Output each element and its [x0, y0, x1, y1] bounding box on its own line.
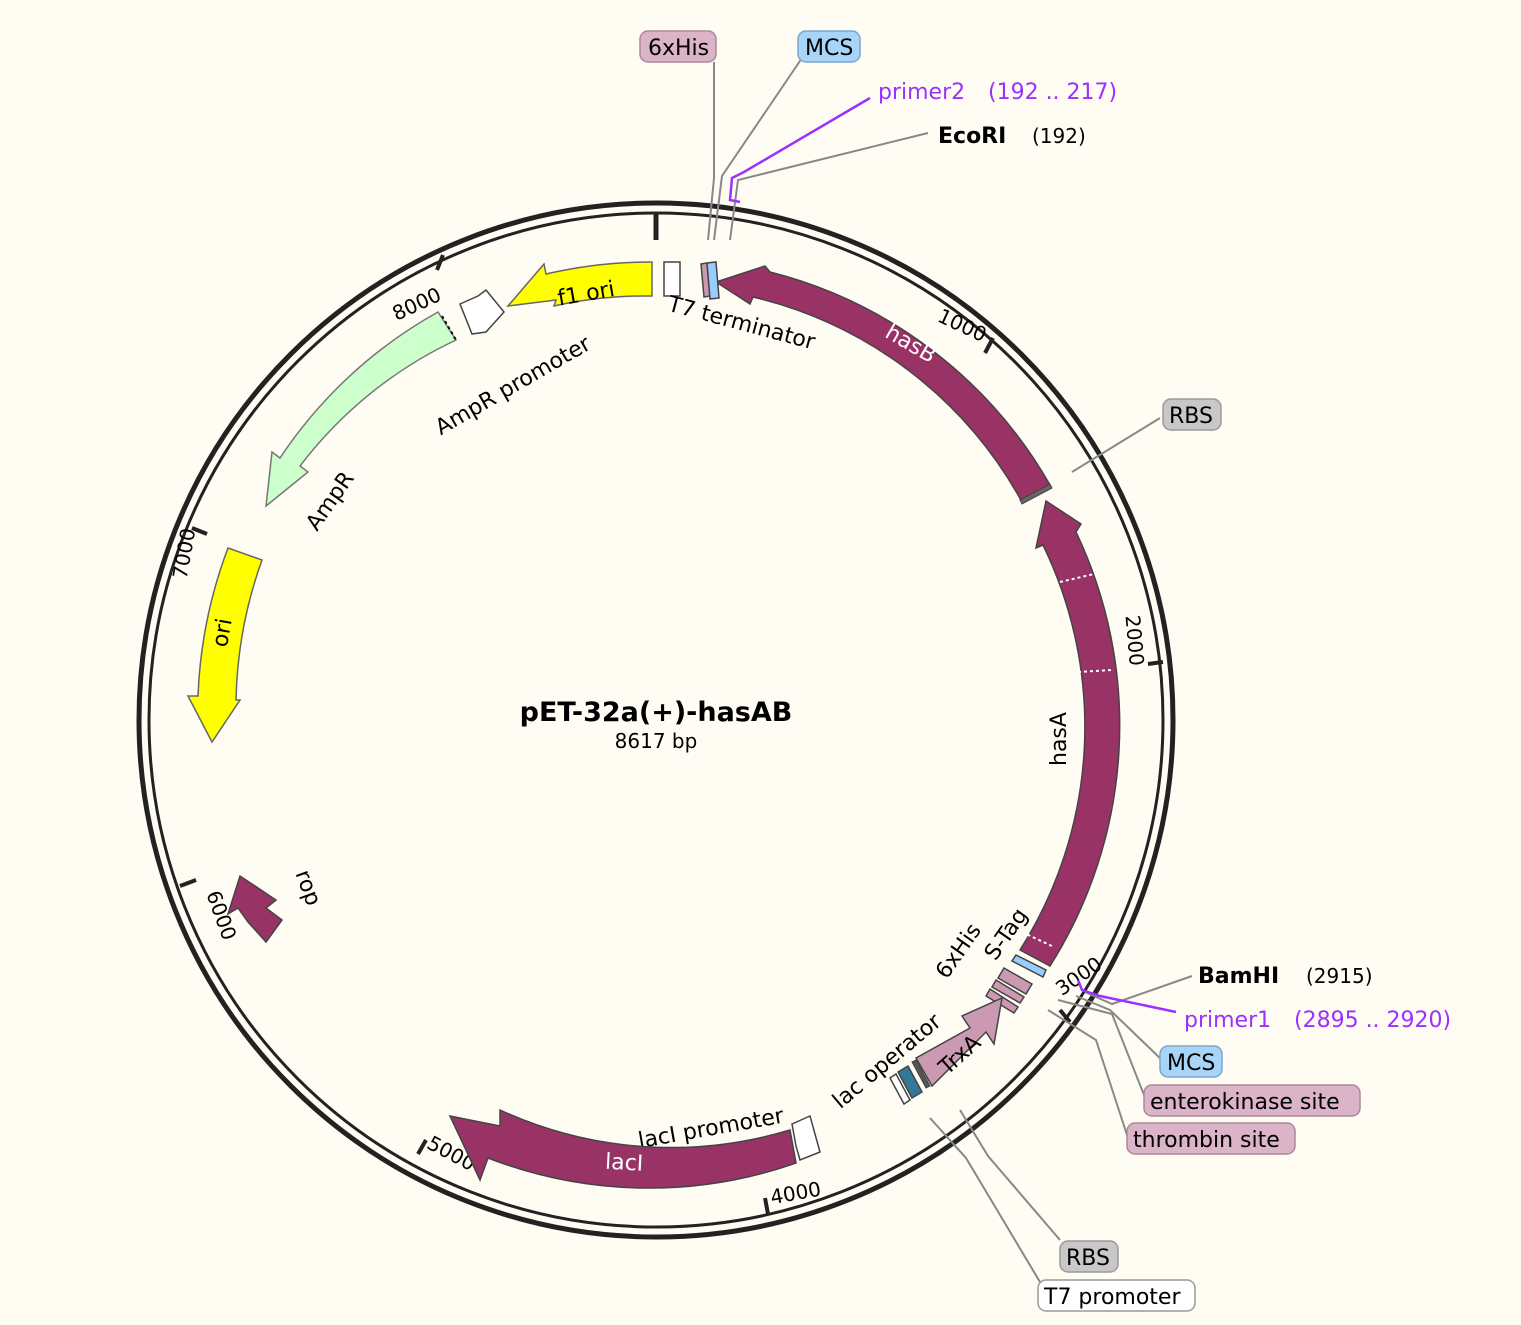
line-enterokinase: [1057, 999, 1147, 1101]
tick-7000: [191, 526, 208, 536]
bamhi-pos: (2915): [1306, 964, 1373, 988]
ampr-promoter-arrow: [459, 288, 505, 335]
tick-label-4000: 4000: [768, 1177, 822, 1209]
laci-label: lacI: [604, 1150, 643, 1177]
tick-8000: [435, 254, 445, 271]
ampr-promoter-label: AmpR promoter: [431, 331, 596, 441]
primer1-line: [1076, 979, 1177, 1014]
tick-label-3000: 3000: [1051, 952, 1106, 1001]
callout-lines: [707, 57, 1193, 1283]
primer1-name: primer1: [1184, 1008, 1271, 1033]
badge-mcs-bottom: [1159, 1045, 1223, 1078]
callout-enterokinase: enterokinase site: [1150, 1090, 1340, 1115]
callout-t7-promoter: T7 promoter: [1043, 1285, 1181, 1310]
enterokinase-box: [990, 978, 1026, 1004]
badge-thrombin: [1126, 1122, 1296, 1155]
ori-arrow: [186, 547, 263, 744]
his-inner-label: 6xHis: [931, 919, 987, 983]
primer2-range: (192 .. 217): [988, 80, 1117, 105]
primer2-line: [728, 96, 871, 204]
rop-label: rop: [290, 867, 326, 909]
line-bamhi: [1084, 975, 1193, 1006]
t7-promoter-box: [889, 1072, 911, 1106]
tick-5000: [416, 1139, 428, 1155]
primer1-range: (2895 .. 2920): [1294, 1008, 1451, 1033]
t7-terminator-box: [663, 261, 681, 297]
his-tag-box: [1010, 954, 1047, 979]
plasmid-name: pET-32a(+)-hasAB: [520, 697, 793, 728]
line-mcs-bottom: [1075, 995, 1163, 1061]
lac-operator-box: [897, 1064, 923, 1100]
callout-his-top: 6xHis: [648, 36, 709, 61]
hasA-arrow: [1018, 499, 1121, 967]
tick-2000: [1147, 660, 1164, 666]
badge-rbs-bottom: [1059, 1240, 1119, 1273]
line-thrombin: [1047, 1009, 1129, 1139]
s-tag-label: S-Tag: [980, 904, 1033, 965]
rop-arrow: [226, 874, 284, 944]
callout-rbs-right: RBS: [1169, 404, 1213, 429]
tick-label-1000: 1000: [934, 304, 990, 347]
badge-mcs-top: [797, 30, 861, 63]
laci-promoter-arrow: [791, 1114, 821, 1162]
tick-4000: [763, 1197, 770, 1215]
line-ecori: [729, 132, 929, 241]
ecori-name: EcoRI: [938, 124, 1006, 149]
ampr-label: AmpR: [301, 467, 359, 535]
hasA-label: hasA: [1047, 712, 1072, 766]
line-t7-promoter: [929, 1117, 1041, 1283]
rbs-right-marker: [1019, 483, 1053, 505]
ampr-dotted-line: [441, 315, 457, 341]
bamhi-name: BamHI: [1198, 964, 1279, 989]
callout-rbs-bottom: RBS: [1066, 1246, 1110, 1271]
ecori-pos: (192): [1032, 124, 1086, 148]
s-tag-arrow: [996, 966, 1034, 996]
trxa-arrow: [914, 996, 1003, 1088]
tick-1000: [983, 337, 995, 354]
f1-ori-arrow: [506, 261, 653, 308]
badge-his-top: [639, 30, 717, 63]
badge-t7-promoter: [1037, 1279, 1196, 1312]
tick-marks: [179, 254, 1164, 1215]
line-rbs-right: [1071, 417, 1161, 473]
tick-label-2000: 2000: [1121, 614, 1149, 667]
plasmid-size: 8617 bp: [615, 729, 698, 753]
tick-6000: [179, 878, 197, 888]
ori-label: ori: [208, 617, 238, 650]
laci-arrow: [448, 1108, 797, 1189]
mcs-top-box: [706, 261, 720, 300]
rbs-small-box: [911, 1059, 931, 1089]
line-rbs-bottom: [959, 1109, 1061, 1241]
ampr-arrow: [265, 311, 458, 508]
badge-rbs-right: [1162, 398, 1222, 431]
callout-mcs-bottom: MCS: [1167, 1051, 1215, 1076]
hasB-arrow: [714, 265, 1052, 504]
tick-3000: [1058, 1008, 1072, 1024]
callout-thrombin: thrombin site: [1133, 1128, 1280, 1153]
line-mcs-top: [713, 57, 803, 241]
callout-mcs-top: MCS: [805, 36, 853, 61]
primer2-name: primer2: [878, 80, 965, 105]
backbone-outer: [136, 200, 1176, 1240]
badge-enterokinase: [1143, 1084, 1361, 1117]
line-his-top: [707, 62, 715, 241]
